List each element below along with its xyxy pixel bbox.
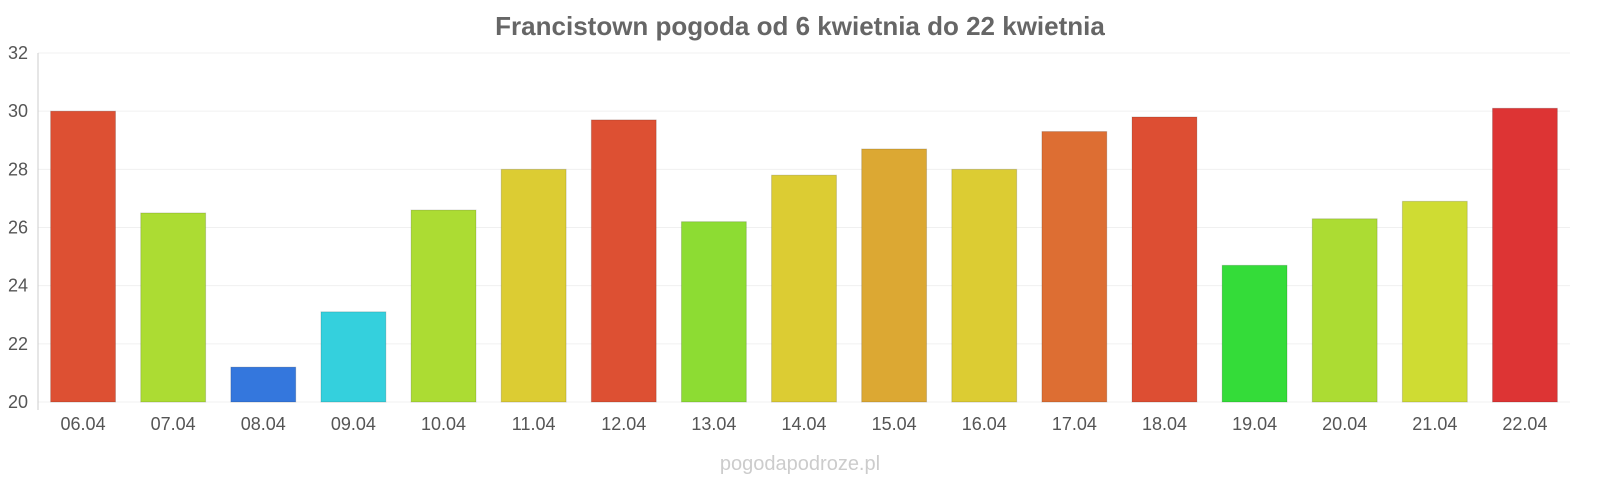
bar: [590, 119, 657, 403]
bar: [1041, 131, 1108, 403]
chart-title: Francistown pogoda od 6 kwietnia do 22 k…: [495, 11, 1105, 41]
bar: [1491, 107, 1558, 403]
y-tick-label: 20: [8, 392, 28, 412]
x-tick-label: 21.04: [1412, 414, 1457, 434]
y-tick-label: 32: [8, 43, 28, 63]
bar: [500, 168, 567, 403]
y-tick-label: 28: [8, 159, 28, 179]
bar: [861, 148, 928, 403]
y-tick-label: 30: [8, 101, 28, 121]
bar: [410, 209, 477, 403]
x-tick-label: 09.04: [331, 414, 376, 434]
x-axis-ticks: 06.04 07.04 08.04 09.04 10.04 11.04 12.04 13.04…: [61, 414, 1548, 434]
x-tick-label: 17.04: [1052, 414, 1097, 434]
bars-layer: [50, 107, 1558, 403]
x-tick-label: 14.04: [781, 414, 826, 434]
watermark: pogodapodroze.pl: [720, 453, 880, 475]
x-tick-label: 22.04: [1502, 414, 1547, 434]
bar: [50, 110, 117, 403]
x-tick-label: 16.04: [962, 414, 1007, 434]
x-tick-label: 19.04: [1232, 414, 1277, 434]
x-tick-label: 20.04: [1322, 414, 1367, 434]
x-tick-label: 13.04: [691, 414, 736, 434]
bar: [140, 212, 207, 403]
x-tick-label: 12.04: [601, 414, 646, 434]
bar: [771, 174, 837, 403]
y-tick-label: 22: [8, 334, 28, 354]
y-axis-ticks: 20 22 24 26 28 30 32: [8, 43, 28, 412]
x-tick-label: 10.04: [421, 414, 466, 434]
bar: [1131, 116, 1198, 403]
bar: [230, 366, 297, 403]
x-tick-label: 06.04: [61, 414, 106, 434]
x-tick-label: 15.04: [872, 414, 917, 434]
x-tick-label: 07.04: [151, 414, 196, 434]
bar: [680, 221, 747, 403]
bar: [1401, 200, 1468, 403]
x-tick-label: 11.04: [512, 414, 556, 434]
bar: [1221, 264, 1288, 403]
y-tick-label: 26: [8, 218, 28, 238]
x-tick-label: 18.04: [1142, 414, 1187, 434]
bar: [1311, 218, 1378, 403]
x-tick-label: 08.04: [241, 414, 286, 434]
y-tick-label: 24: [8, 276, 28, 296]
bar: [951, 168, 1018, 403]
bar: [320, 311, 387, 403]
